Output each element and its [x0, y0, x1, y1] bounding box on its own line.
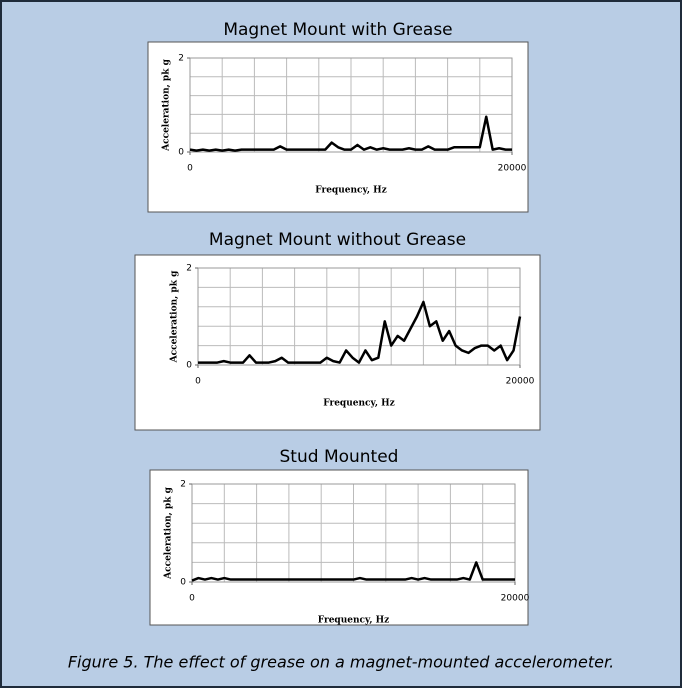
- x-axis-label: Frequency, Hz: [318, 616, 390, 626]
- x-axis-label: Frequency, Hz: [315, 186, 387, 196]
- chart-box: [149, 469, 529, 626]
- data-line: [191, 561, 515, 582]
- chart-title: Stud Mounted: [280, 447, 399, 467]
- y-tick-label: 0: [178, 148, 184, 158]
- x-axis-label: Frequency, Hz: [323, 399, 395, 409]
- plot-frame: [189, 57, 513, 153]
- chart-box: [134, 254, 541, 431]
- plot-frame: [191, 483, 516, 583]
- y-tick-label: 2: [180, 480, 186, 490]
- chart-box: [147, 41, 529, 213]
- y-tick-label: 0: [186, 361, 192, 371]
- x-tick-label: 20000: [506, 377, 535, 387]
- y-axis-label: Acceleration, pk g: [170, 270, 180, 363]
- x-tick-label: 0: [187, 164, 193, 174]
- y-axis-label: Acceleration, pk g: [162, 58, 172, 151]
- y-tick-label: 2: [178, 54, 184, 64]
- chart-title: Magnet Mount with Grease: [223, 20, 452, 40]
- y-axis-label: Acceleration, pk g: [164, 486, 174, 579]
- data-line: [198, 300, 522, 364]
- x-tick-label: 0: [195, 377, 201, 387]
- x-tick-label: 20000: [498, 164, 527, 174]
- x-tick-label: 20000: [501, 594, 530, 604]
- y-tick-label: 2: [186, 264, 192, 274]
- data-line: [189, 115, 512, 152]
- x-tick-label: 0: [189, 594, 195, 604]
- y-tick-label: 0: [180, 578, 186, 588]
- caption: Figure 5. The effect of grease on a magn…: [68, 653, 614, 672]
- chart-title: Magnet Mount without Grease: [209, 230, 466, 250]
